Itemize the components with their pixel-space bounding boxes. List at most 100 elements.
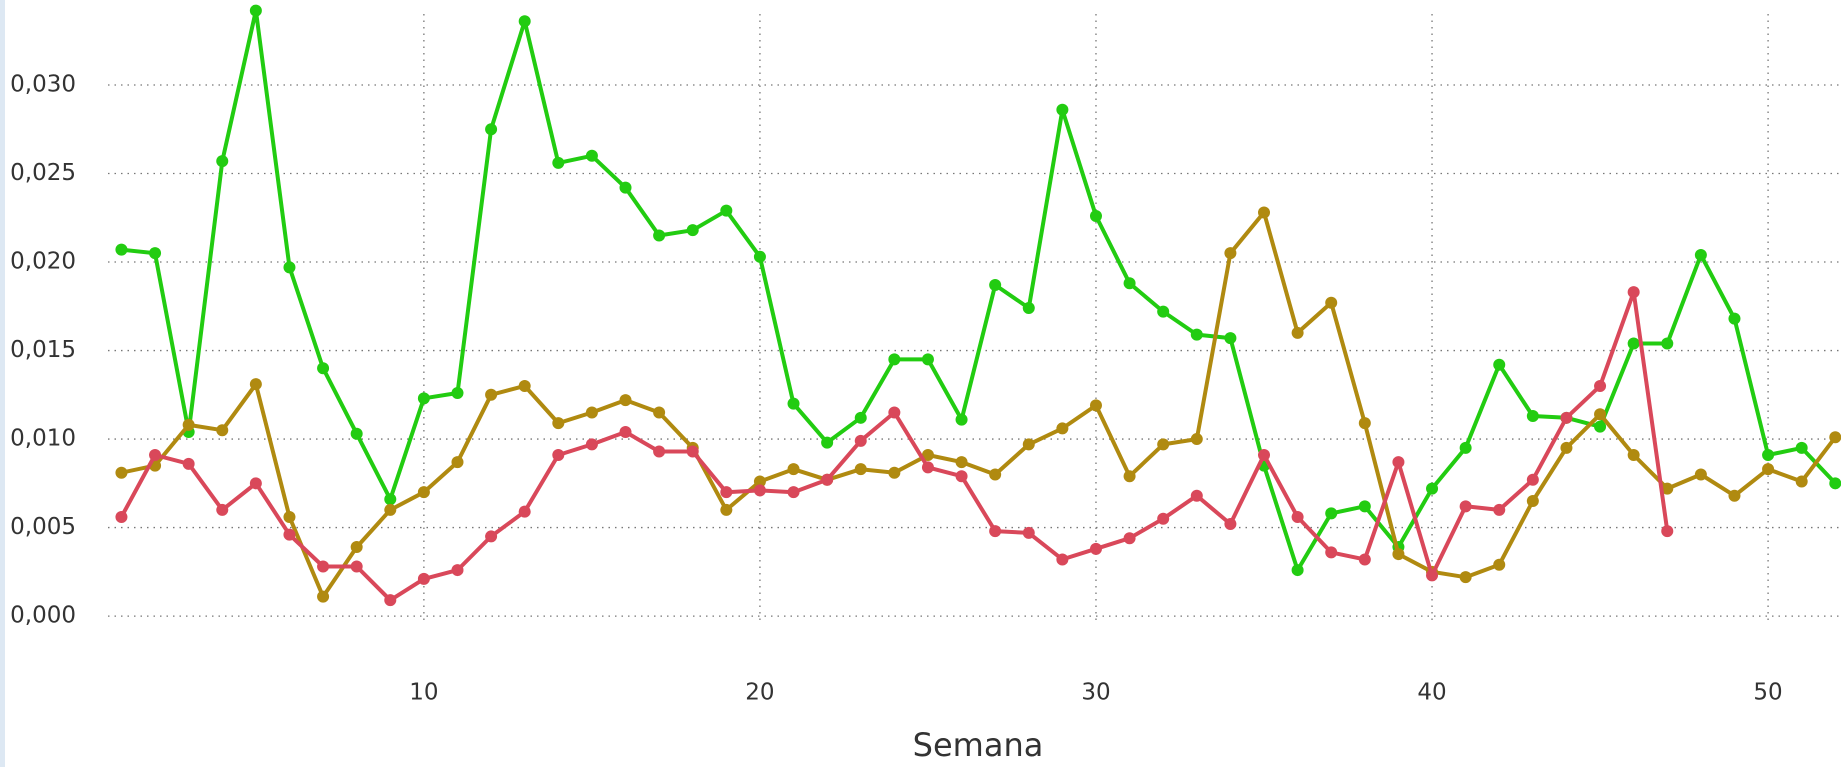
point (115, 510, 128, 523)
point (283, 261, 296, 274)
point (653, 406, 666, 419)
point (888, 406, 901, 419)
point (115, 243, 128, 256)
point (1325, 546, 1338, 559)
point (585, 406, 598, 419)
point (1762, 448, 1775, 461)
point (787, 463, 800, 476)
x-tick-label: 10 (409, 680, 438, 706)
point (1258, 448, 1271, 461)
point (1426, 569, 1439, 582)
point (989, 468, 1002, 481)
point (1123, 277, 1136, 290)
point (317, 560, 330, 573)
point (1594, 420, 1607, 433)
point (1089, 542, 1102, 555)
point (1493, 358, 1506, 371)
point (1493, 503, 1506, 516)
y-tick-label: 0,025 (10, 160, 76, 186)
point (1459, 500, 1472, 513)
y-tick-label: 0,010 (10, 426, 76, 452)
point (1493, 558, 1506, 571)
point (1560, 411, 1573, 424)
series-line (120, 210, 1837, 599)
point (1694, 468, 1707, 481)
point (1594, 408, 1607, 421)
point (1392, 456, 1405, 469)
point (1526, 495, 1539, 508)
point (350, 427, 363, 440)
point (888, 466, 901, 479)
point (182, 457, 195, 470)
point (350, 560, 363, 573)
point (451, 387, 464, 400)
x-tick-label: 20 (745, 680, 774, 706)
point (888, 353, 901, 366)
point (485, 123, 498, 136)
point (1224, 332, 1237, 345)
point (1056, 422, 1069, 435)
point (1728, 312, 1741, 325)
point (854, 434, 867, 447)
point (1560, 441, 1573, 454)
point (518, 505, 531, 518)
point (787, 397, 800, 410)
point (1157, 512, 1170, 525)
point (1190, 328, 1203, 341)
point (216, 503, 229, 516)
point (249, 4, 262, 17)
point (417, 392, 430, 405)
point (1661, 482, 1674, 495)
point (955, 456, 968, 469)
point (686, 224, 699, 237)
point (552, 448, 565, 461)
point (1224, 518, 1237, 531)
point (283, 528, 296, 541)
point (1795, 475, 1808, 488)
point (1526, 410, 1539, 423)
point (216, 155, 229, 168)
point (1224, 247, 1237, 260)
point (989, 279, 1002, 292)
point (1123, 532, 1136, 545)
point (1829, 431, 1841, 444)
point (1459, 571, 1472, 584)
y-tick-label: 0,015 (10, 337, 76, 363)
point (921, 448, 934, 461)
point (1795, 441, 1808, 454)
point (1089, 209, 1102, 222)
point (653, 445, 666, 458)
point (1661, 337, 1674, 350)
point (317, 362, 330, 375)
point (518, 379, 531, 392)
point (1157, 305, 1170, 318)
lines (115, 4, 1841, 607)
point (921, 353, 934, 366)
point (1594, 379, 1607, 392)
point (451, 456, 464, 469)
point (249, 477, 262, 490)
point (1056, 103, 1069, 116)
series-line (121, 8, 1837, 573)
point (1728, 489, 1741, 502)
point (350, 541, 363, 554)
point (552, 417, 565, 430)
point (1022, 526, 1035, 539)
y-tick-label: 0,020 (10, 249, 76, 275)
point (955, 413, 968, 426)
point (149, 247, 162, 260)
x-tick-label: 30 (1081, 680, 1110, 706)
point (149, 448, 162, 461)
point (317, 590, 330, 603)
x-axis-label: Semana (913, 726, 1044, 764)
y-tick-label: 0,005 (10, 514, 76, 540)
point (1291, 326, 1304, 339)
point (1829, 477, 1841, 490)
grid (108, 14, 1841, 623)
point (417, 486, 430, 499)
point (989, 525, 1002, 538)
point (1661, 525, 1674, 538)
y-tick-label: 0,030 (10, 71, 76, 97)
